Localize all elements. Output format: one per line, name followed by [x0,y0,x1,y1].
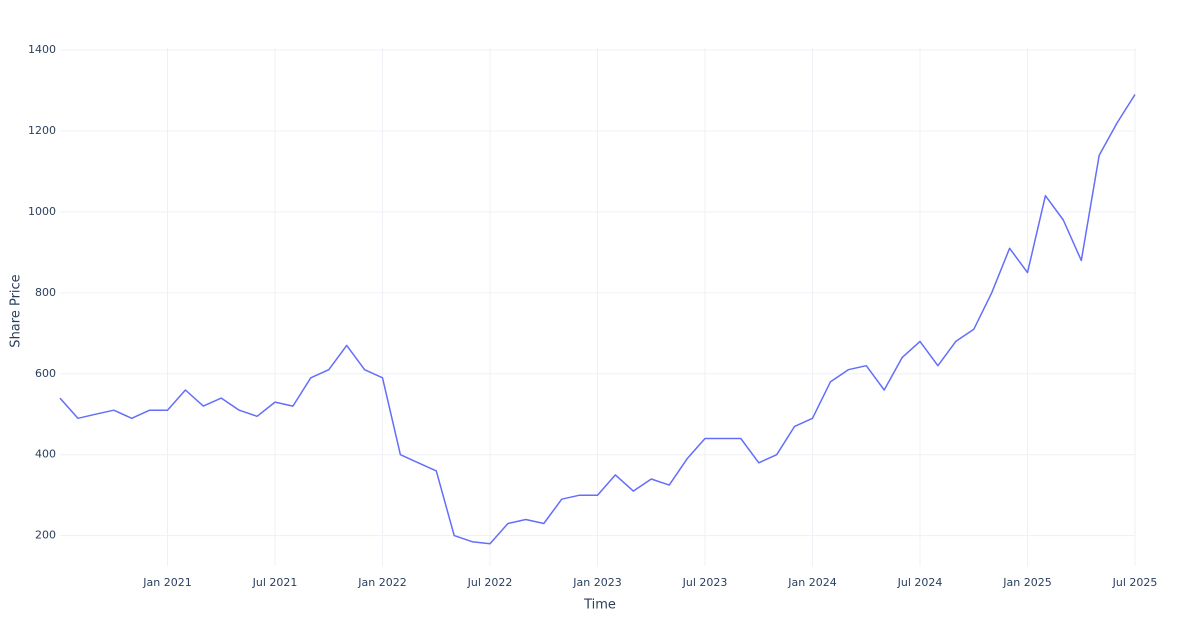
y-tick-label: 400 [35,448,56,461]
x-tick-label: Jan 2022 [357,576,406,589]
x-tick-label: Jan 2021 [142,576,191,589]
x-tick-label: Jan 2025 [1002,576,1051,589]
x-tick-label: Jul 2021 [252,576,298,589]
x-axis-label: Time [583,598,616,613]
y-tick-label: 1200 [28,124,56,137]
x-tick-label: Jul 2023 [682,576,728,589]
x-tick-label: Jan 2024 [787,576,836,589]
y-tick-label: 1000 [28,205,56,218]
x-tick-label: Jul 2024 [897,576,943,589]
y-axis-label: Share Price [9,274,24,347]
x-tick-label: Jul 2025 [1112,576,1158,589]
y-tick-label: 1400 [28,43,56,56]
y-tick-label: 200 [35,529,56,542]
price-line [59,94,1136,545]
y-tick-label: 600 [35,367,56,380]
x-tick-label: Jan 2023 [572,576,621,589]
x-tick-label: Jul 2022 [467,576,513,589]
y-tick-label: 800 [35,286,56,299]
